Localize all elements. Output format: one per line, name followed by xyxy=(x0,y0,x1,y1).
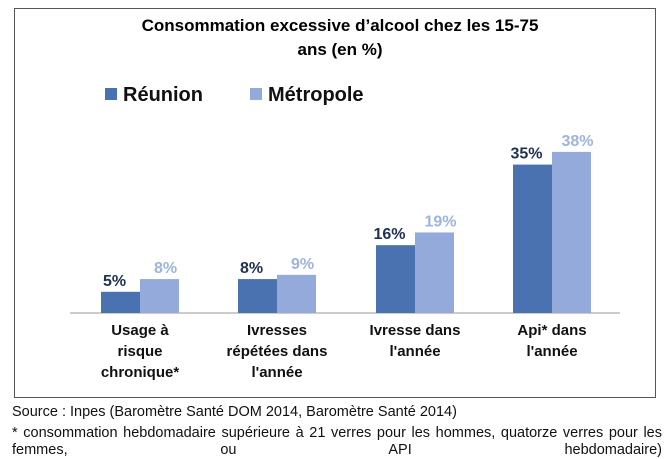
data-label: 5% xyxy=(103,273,126,290)
data-label: 38% xyxy=(561,133,593,150)
chart-title: ans (en %) xyxy=(297,40,382,59)
bar xyxy=(140,279,179,313)
data-label: 16% xyxy=(373,226,405,243)
source: Source : Inpes (Baromètre Santé DOM 2014… xyxy=(12,404,457,420)
x-tick-label: Ivresses répétées dans l'année xyxy=(226,322,328,381)
data-label: 19% xyxy=(424,213,456,230)
chart-frame xyxy=(14,8,656,398)
x-tick-label: Ivresse dans l'année xyxy=(369,322,461,360)
x-tick-label: Usage à risque chronique* xyxy=(100,322,180,381)
legend-swatch xyxy=(250,88,262,100)
footnote: * consommation hebdomadaire supérieure à… xyxy=(12,425,662,458)
data-label: 35% xyxy=(510,146,542,163)
bar xyxy=(277,274,316,313)
data-label: 9% xyxy=(291,256,314,273)
bar xyxy=(552,151,591,313)
bar xyxy=(415,232,454,313)
data-label: 8% xyxy=(240,260,263,277)
bar xyxy=(513,164,552,313)
bar xyxy=(101,291,140,313)
legend-label: Réunion xyxy=(123,84,203,106)
bar xyxy=(376,245,415,313)
bar xyxy=(238,279,277,313)
data-label: 8% xyxy=(154,260,177,277)
legend-label: Métropole xyxy=(268,84,364,106)
x-tick-label: Api* dans l'année xyxy=(517,322,587,360)
legend-swatch xyxy=(105,88,117,100)
chart-title: Consommation excessive d’alcool chez les… xyxy=(142,16,539,35)
